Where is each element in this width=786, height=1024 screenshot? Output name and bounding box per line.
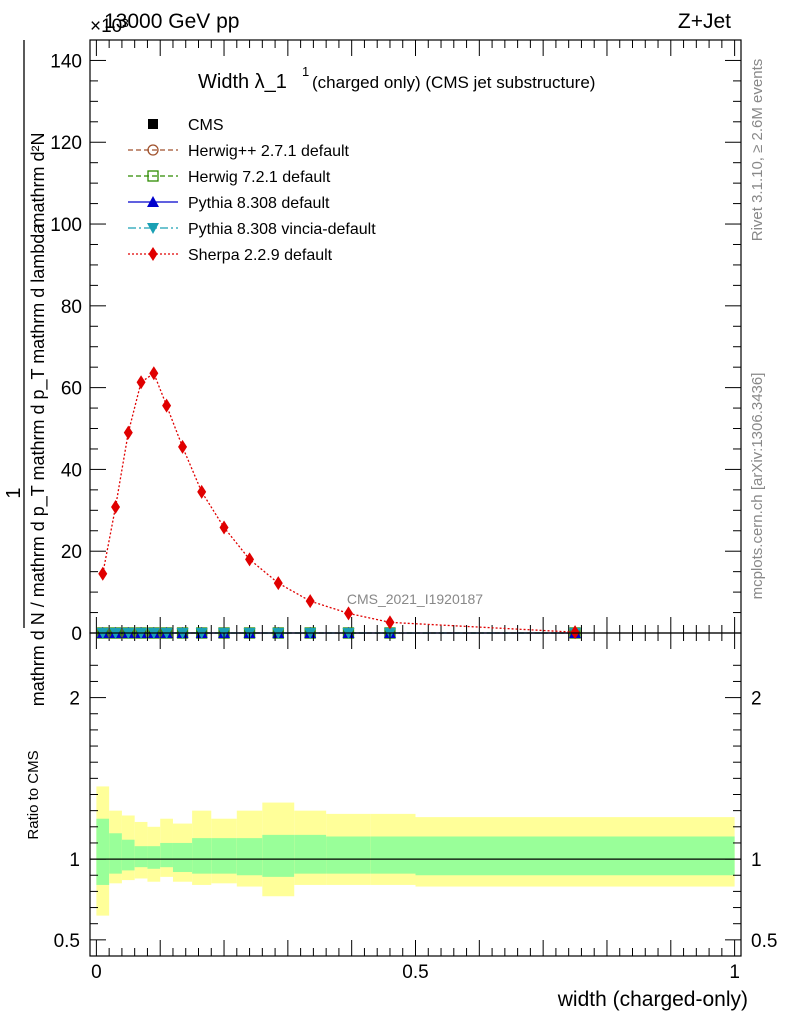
x-axis-label: width (charged-only) [557,988,748,1011]
stat-band [192,838,212,874]
ratio-axes: 0.5 0.5 1 1 2 2 0 0.5 1 [54,633,777,983]
stat-band [121,839,135,871]
ratio-y-tick-label: 0.5 [54,931,80,952]
main-y-tick-label: 140 [50,51,82,72]
title-superscript: 1 [302,64,309,79]
ratio-y-tick-label-right: 0.5 [751,931,777,952]
ratio-plot-frame [89,632,742,957]
data-point [343,606,353,621]
stat-band [96,818,110,885]
multiplier-label: ×10³ [90,16,129,37]
stat-band [172,842,193,873]
series-line [102,372,576,633]
ratio-ylabel: Ratio to CMS [25,750,42,839]
main-y-tick-label: 120 [50,133,82,154]
main-y-tick-label: 100 [50,215,82,236]
series-5 [98,366,580,640]
legend-label: Herwig++ 2.7.1 default [188,143,350,160]
legend-item: Sherpa 2.2.9 default [128,247,333,264]
stat-band [370,836,416,874]
main-y-tick-label: 80 [61,297,82,318]
legend-marker [148,247,158,261]
stat-band [262,834,295,877]
data-point [570,625,580,640]
legend-marker [147,223,159,234]
stat-band [294,834,327,874]
data-point [305,594,315,609]
main-y-axis: 0 20 40 60 80 100 120 140 [50,51,741,645]
main-x-axis [95,40,736,633]
legend-marker [147,170,159,182]
energy-label: 13000 GeV pp [104,10,239,33]
ylabel-numerator-2: mathrm d²N [28,132,48,227]
legend-marker [147,144,159,156]
legend-label: Herwig 7.2.1 default [188,169,331,186]
x-tick-label: 0 [91,962,102,983]
main-panel: 0 20 40 60 80 100 120 140 Width λ_1 1 (charged … [3,39,742,706]
stat-band [415,836,735,876]
main-y-tick-label: 40 [61,460,82,481]
stat-band [236,838,263,876]
rivet-label: Rivet 3.1.10, ≥ 2.6M events [749,59,766,242]
process-label: Z+Jet [678,10,731,33]
stat-band [147,846,161,869]
main-series [96,366,582,640]
legend-item: Pythia 8.308 default [128,195,330,212]
main-y-tick-label: 20 [61,542,82,563]
data-point [136,375,146,390]
stat-band [109,833,122,874]
legend-item: Herwig++ 2.7.1 default [128,143,350,160]
data-point [245,552,255,567]
ylabel-denominator-1: mathrm d N / mathrm d p_T mathrm d p_T m… [28,223,49,706]
data-point [111,500,121,515]
ratio-y-tick-label-right: 1 [751,850,762,871]
data-point [149,366,159,381]
x-tick-label: 0.5 [402,962,428,983]
legend-marker [148,119,158,129]
title-suffix: (charged only) (CMS jet substructure) [312,73,595,92]
x-tick-label: 1 [729,962,740,983]
data-point [219,520,229,535]
stat-band [211,838,237,874]
legend-label: CMS [188,117,224,134]
mcplots-label: mcplots.cern.ch [arXiv:1306.3436] [749,373,766,600]
legend-label: Pythia 8.308 default [188,195,330,212]
plot-title: Width λ_1 1 (charged only) (CMS jet subs… [198,64,595,93]
ratio-y-tick-label-right: 2 [751,689,762,710]
stat-band [326,836,371,874]
legend-label: Pythia 8.308 vincia-default [188,221,376,238]
stat-band [160,842,173,868]
ylabel-numerator-1: 1 [3,487,25,498]
ratio-y-tick-label: 2 [69,689,80,710]
data-point [197,484,207,499]
legend-item: CMS [148,117,224,134]
title-main: Width λ_1 [198,71,287,93]
data-point [98,566,108,581]
legend-item: Herwig 7.2.1 default [128,169,331,186]
main-y-tick-label: 60 [61,379,82,400]
watermark: CMS_2021_I1920187 [347,591,483,607]
data-point [385,615,395,630]
data-point [123,425,133,440]
y-axis-label: 1 mathrm d N / mathrm d p_T mathrm d p_T… [3,40,49,706]
legend-item: Pythia 8.308 vincia-default [128,221,376,238]
stat-band [134,846,148,868]
data-point [178,439,188,454]
legend-label: Sherpa 2.2.9 default [188,247,333,264]
legend-marker [147,196,159,207]
legend: CMS Herwig++ 2.7.1 default Herwig 7.2.1 de… [128,117,376,264]
data-point [162,398,172,413]
ratio-y-tick-label: 1 [69,850,80,871]
ratio-bands [96,786,735,916]
main-y-tick-label: 0 [71,624,82,645]
data-point [273,576,283,591]
ratio-panel: 0.5 0.5 1 1 2 2 0 0.5 1 Ratio to CMS width (char… [25,632,777,1011]
